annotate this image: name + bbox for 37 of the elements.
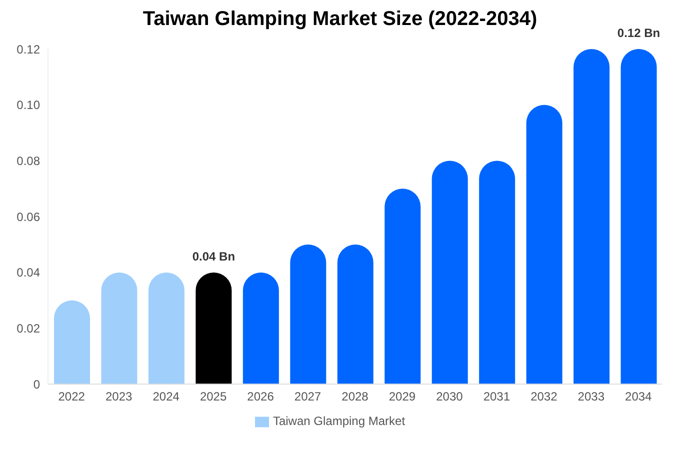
x-tick-label: 2028 [342,390,369,404]
y-tick-label: 0 [33,377,40,392]
data-label: 0.04 Bn [192,249,236,264]
x-tick-label: 2022 [58,390,86,404]
bar [101,272,138,384]
x-tick-label: 2032 [530,390,558,404]
x-tick-label: 2030 [436,390,464,404]
bar [384,188,421,384]
y-tick-label: 0.02 [16,322,40,336]
bar [290,244,326,384]
bar [54,300,90,384]
bar [196,272,232,384]
x-tick-label: 2026 [247,390,274,404]
bar [148,272,184,384]
x-tick-label: 2034 [625,390,652,404]
y-tick-label: 0.06 [16,210,40,224]
x-tick-label: 2027 [294,390,322,404]
data-label: 0.12 Bn [617,26,660,40]
chart-title: Taiwan Glamping Market Size (2022-2034) [142,8,538,30]
bar [242,272,279,384]
x-tick-label: 2024 [152,390,180,404]
y-tick-label: 0.12 [16,42,40,56]
x-tick-label: 2031 [483,390,510,404]
x-tick-label: 2029 [388,390,416,404]
bar [620,49,657,384]
y-tick-label: 0.04 [16,266,40,280]
bar [479,160,516,384]
x-tick-label: 2025 [200,390,227,404]
x-tick-label: 2033 [578,390,605,404]
legend-label: Taiwan Glamping Market [272,414,406,428]
y-tick-label: 0.10 [16,98,40,112]
y-tick-label: 0.08 [16,154,40,168]
bar [432,160,468,384]
x-tick-label: 2023 [105,390,133,404]
bar [337,244,374,384]
bar [574,49,610,384]
bar [526,104,562,384]
